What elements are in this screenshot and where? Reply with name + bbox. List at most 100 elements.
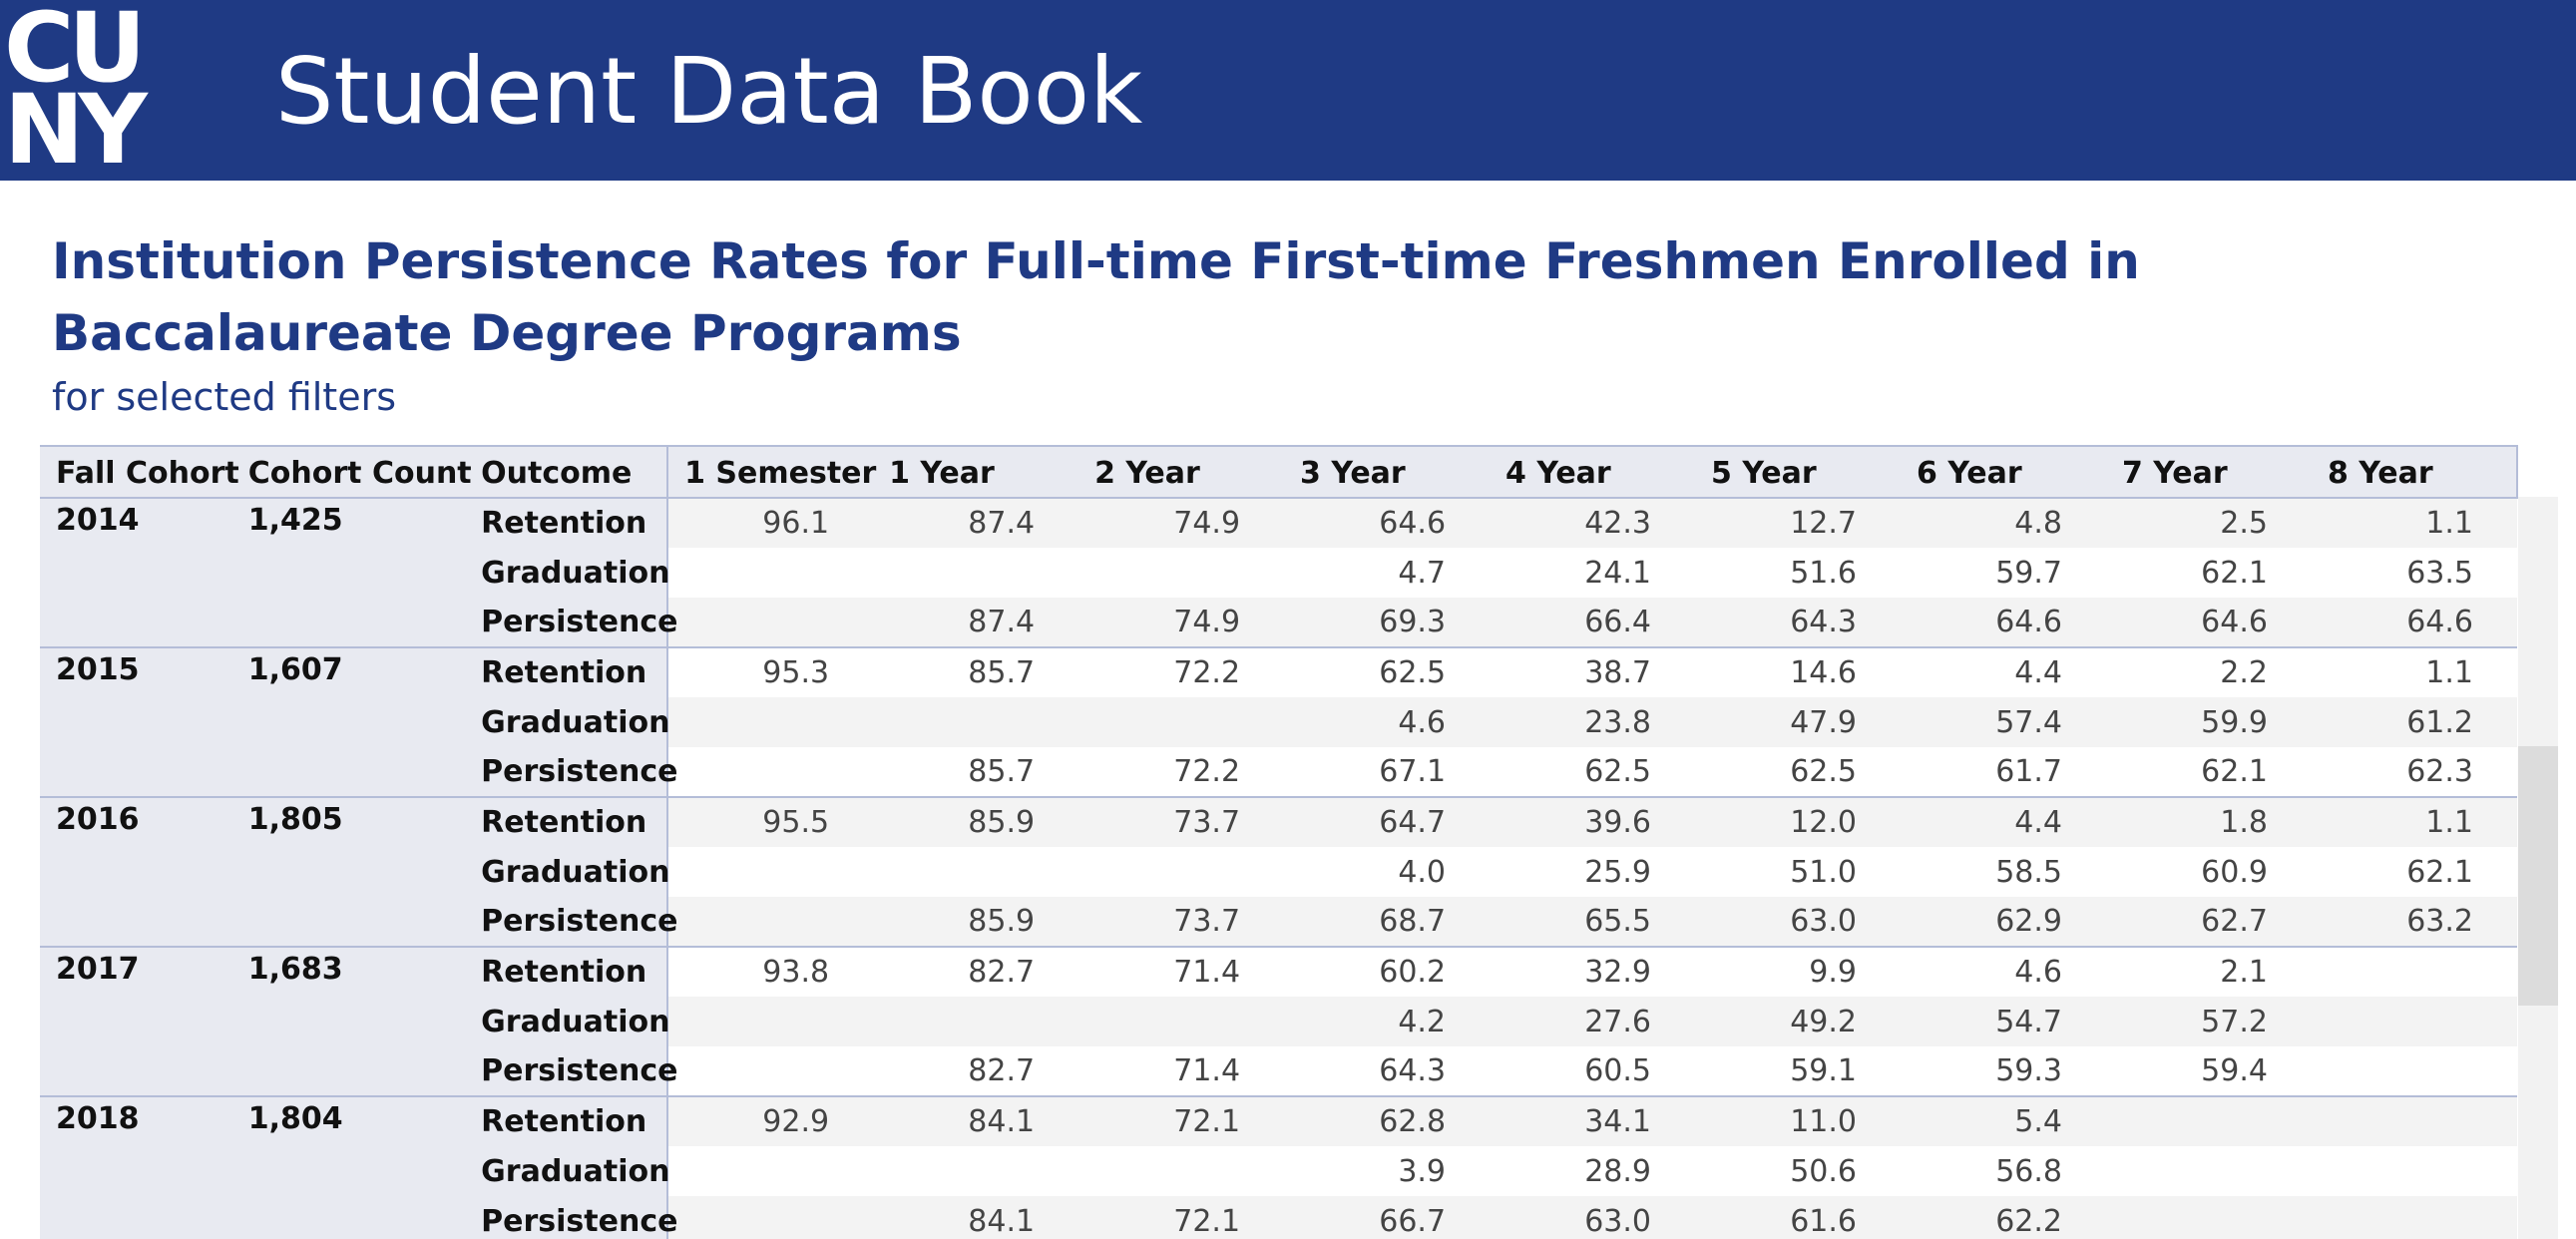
rate-value-cell: 64.6 bbox=[2105, 598, 2312, 647]
table-row: Graduation 4.0 25.9 51.0 58.5 60.9 62.1 bbox=[40, 847, 2517, 897]
rate-value-cell: 49.2 bbox=[1695, 997, 1901, 1046]
rate-value-cell: 93.8 bbox=[666, 946, 874, 997]
column-header[interactable]: 6 Year bbox=[1901, 445, 2106, 499]
column-header[interactable]: Cohort Count bbox=[231, 445, 472, 499]
rate-value-cell: 12.0 bbox=[1695, 796, 1901, 847]
vertical-scrollbar[interactable] bbox=[2518, 497, 2558, 1239]
rate-value-cell: 64.7 bbox=[1284, 796, 1491, 847]
rate-value-cell bbox=[873, 997, 1079, 1046]
rate-value-cell: 62.2 bbox=[1901, 1196, 2106, 1239]
table-row: Persistence 84.1 72.1 66.7 63.0 61.6 62.2 bbox=[40, 1196, 2517, 1239]
rate-value-cell bbox=[666, 697, 874, 747]
rate-value-cell: 42.3 bbox=[1490, 497, 1696, 548]
column-header[interactable]: 1 Semester bbox=[666, 445, 876, 499]
rate-value-cell: 4.2 bbox=[1284, 997, 1491, 1046]
outcome-cell: Retention bbox=[465, 497, 668, 548]
rate-value-cell bbox=[873, 847, 1079, 897]
rate-value-cell: 61.7 bbox=[1901, 747, 2106, 797]
rate-value-cell: 73.7 bbox=[1078, 796, 1285, 847]
rate-value-cell: 25.9 bbox=[1490, 847, 1696, 897]
rate-value-cell bbox=[1078, 548, 1285, 598]
rate-value-cell: 62.5 bbox=[1695, 747, 1901, 797]
rate-value-cell: 65.5 bbox=[1490, 897, 1696, 947]
persistence-table-container[interactable]: Fall Cohort Cohort Count Outcome 1 Semester… bbox=[40, 445, 2518, 1239]
rate-value-cell: 54.7 bbox=[1901, 997, 2106, 1046]
rate-value-cell: 60.9 bbox=[2105, 847, 2312, 897]
fall-cohort-cell: 2016 bbox=[40, 796, 232, 947]
rate-value-cell: 1.1 bbox=[2311, 646, 2517, 697]
table-row: Graduation 4.6 23.8 47.9 57.4 59.9 61.2 bbox=[40, 697, 2517, 747]
rate-value-cell: 71.4 bbox=[1078, 1046, 1285, 1096]
table-row: Persistence 85.9 73.7 68.7 65.5 63.0 62.9 62.7 6… bbox=[40, 897, 2517, 947]
rate-value-cell: 51.6 bbox=[1695, 548, 1901, 598]
rate-value-cell: 63.0 bbox=[1490, 1196, 1696, 1239]
column-header[interactable]: 5 Year bbox=[1695, 445, 1901, 499]
rate-value-cell: 95.5 bbox=[666, 796, 874, 847]
column-header[interactable]: Fall Cohort bbox=[40, 445, 239, 499]
rate-value-cell: 82.7 bbox=[873, 1046, 1079, 1096]
table-row: Persistence 87.4 74.9 69.3 66.4 64.3 64.6 64.6 6… bbox=[40, 598, 2517, 647]
table-row: 2018 1,804 Retention 92.9 84.1 72.1 62.8 34.1 11… bbox=[40, 1095, 2517, 1239]
rate-value-cell: 62.9 bbox=[1901, 897, 2106, 947]
rate-value-cell: 59.4 bbox=[2105, 1046, 2312, 1096]
column-header[interactable]: 8 Year bbox=[2311, 445, 2518, 499]
rate-value-cell: 63.2 bbox=[2311, 897, 2517, 947]
rate-value-cell: 85.9 bbox=[873, 796, 1079, 847]
rate-value-cell: 1.8 bbox=[2105, 796, 2312, 847]
rate-value-cell: 66.4 bbox=[1490, 598, 1696, 647]
table-row: Persistence 85.7 72.2 67.1 62.5 62.5 61.7 62.1 6… bbox=[40, 747, 2517, 797]
rate-value-cell: 59.9 bbox=[2105, 697, 2312, 747]
outcome-cell: Graduation bbox=[465, 997, 670, 1046]
rate-value-cell: 85.7 bbox=[873, 646, 1079, 697]
rate-value-cell: 62.5 bbox=[1284, 646, 1491, 697]
rate-value-cell: 24.1 bbox=[1490, 548, 1696, 598]
rate-value-cell: 85.7 bbox=[873, 747, 1079, 797]
column-header[interactable]: 7 Year bbox=[2105, 445, 2312, 499]
table-body: 2014 1,425 Retention 96.1 87.4 74.9 64.6 42.3 12… bbox=[40, 497, 2517, 1239]
rate-value-cell: 4.7 bbox=[1284, 548, 1491, 598]
rate-value-cell: 68.7 bbox=[1284, 897, 1491, 947]
rate-value-cell bbox=[2311, 1146, 2517, 1196]
column-header[interactable]: 4 Year bbox=[1490, 445, 1696, 499]
outcome-cell: Retention bbox=[465, 946, 668, 997]
column-header[interactable]: 1 Year bbox=[873, 445, 1079, 499]
cohort-count-cell: 1,805 bbox=[231, 796, 466, 947]
scrollbar-thumb[interactable] bbox=[2518, 746, 2558, 1006]
cohort-count-cell: 1,425 bbox=[231, 497, 466, 647]
outcome-cell: Retention bbox=[465, 1095, 668, 1146]
rate-value-cell bbox=[2105, 1196, 2312, 1239]
column-header[interactable]: Outcome bbox=[465, 445, 668, 499]
outcome-cell: Persistence bbox=[465, 1046, 677, 1096]
rate-value-cell: 27.6 bbox=[1490, 997, 1696, 1046]
rate-value-cell: 87.4 bbox=[873, 497, 1079, 548]
column-header[interactable]: 3 Year bbox=[1284, 445, 1491, 499]
rate-value-cell: 69.3 bbox=[1284, 598, 1491, 647]
rate-value-cell bbox=[666, 1196, 874, 1239]
outcome-cell: Graduation bbox=[465, 847, 670, 897]
rate-value-cell bbox=[873, 548, 1079, 598]
rate-value-cell: 95.3 bbox=[666, 646, 874, 697]
cuny-logo[interactable]: CU NY bbox=[4, 0, 164, 178]
rate-value-cell: 96.1 bbox=[666, 497, 874, 548]
rate-value-cell: 57.2 bbox=[2105, 997, 2312, 1046]
rate-value-cell: 59.3 bbox=[1901, 1046, 2106, 1096]
outcome-cell: Graduation bbox=[465, 1146, 670, 1196]
rate-value-cell: 47.9 bbox=[1695, 697, 1901, 747]
rate-value-cell: 4.0 bbox=[1284, 847, 1491, 897]
rate-value-cell: 63.0 bbox=[1695, 897, 1901, 947]
rate-value-cell: 56.8 bbox=[1901, 1146, 2106, 1196]
rate-value-cell: 62.8 bbox=[1284, 1095, 1491, 1146]
rate-value-cell: 72.1 bbox=[1078, 1095, 1285, 1146]
rate-value-cell: 50.6 bbox=[1695, 1146, 1901, 1196]
outcome-cell: Retention bbox=[465, 796, 668, 847]
rate-value-cell bbox=[666, 1046, 874, 1096]
rate-value-cell: 28.9 bbox=[1490, 1146, 1696, 1196]
rate-value-cell: 72.1 bbox=[1078, 1196, 1285, 1239]
rate-value-cell: 3.9 bbox=[1284, 1146, 1491, 1196]
rate-value-cell: 14.6 bbox=[1695, 646, 1901, 697]
logo-top-letters: CU bbox=[4, 0, 146, 104]
rate-value-cell: 72.2 bbox=[1078, 646, 1285, 697]
column-header[interactable]: 2 Year bbox=[1078, 445, 1285, 499]
rate-value-cell: 63.5 bbox=[2311, 548, 2517, 598]
fall-cohort-cell: 2017 bbox=[40, 946, 232, 1096]
